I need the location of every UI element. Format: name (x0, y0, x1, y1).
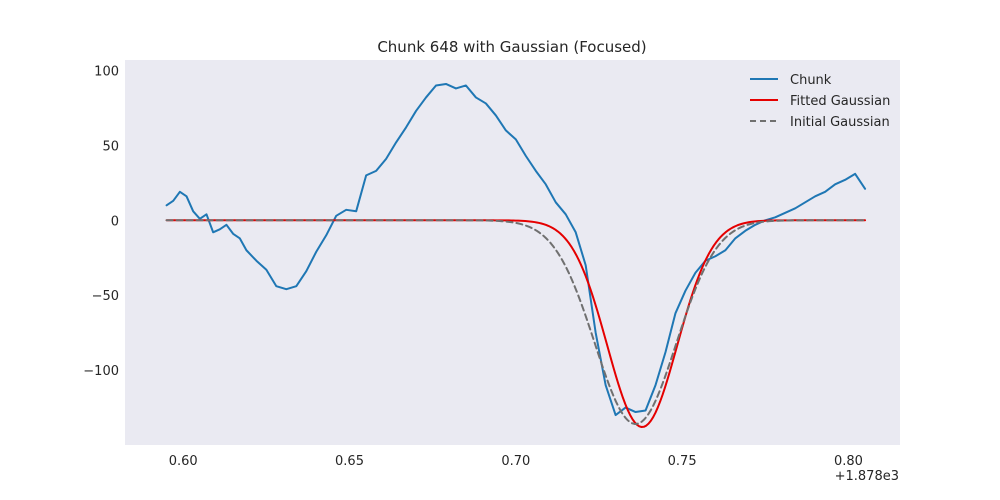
legend-label: Fitted Gaussian (790, 94, 890, 109)
x-axis-offset-label: +1.878e3 (835, 469, 899, 484)
x-tick-label: 0.80 (834, 454, 863, 469)
legend-label: Initial Gaussian (790, 115, 890, 130)
legend: Chunk Fitted Gaussian Initial Gaussian (750, 73, 890, 130)
y-tick-label: 0 (111, 214, 119, 229)
series-line-chunk (165, 82, 867, 417)
x-tick-label: 0.75 (668, 454, 697, 469)
y-tick-label: −100 (83, 364, 119, 379)
x-tick-label: 0.70 (501, 454, 530, 469)
chart-title: Chunk 648 with Gaussian (Focused) (377, 38, 646, 56)
series-layer (165, 82, 867, 428)
y-tick-label: 50 (102, 139, 119, 154)
y-axis-ticks: 100 50 0 −50 −100 (83, 64, 119, 379)
y-tick-label: 100 (94, 64, 119, 79)
x-tick-label: 0.65 (335, 454, 364, 469)
plot-background (125, 60, 900, 445)
y-tick-label: −50 (92, 289, 119, 304)
x-tick-label: 0.60 (169, 454, 198, 469)
series-line-initial-gaussian (165, 219, 867, 425)
legend-label: Chunk (790, 73, 832, 88)
x-axis-ticks: 0.60 0.65 0.70 0.75 0.80 (169, 454, 863, 469)
